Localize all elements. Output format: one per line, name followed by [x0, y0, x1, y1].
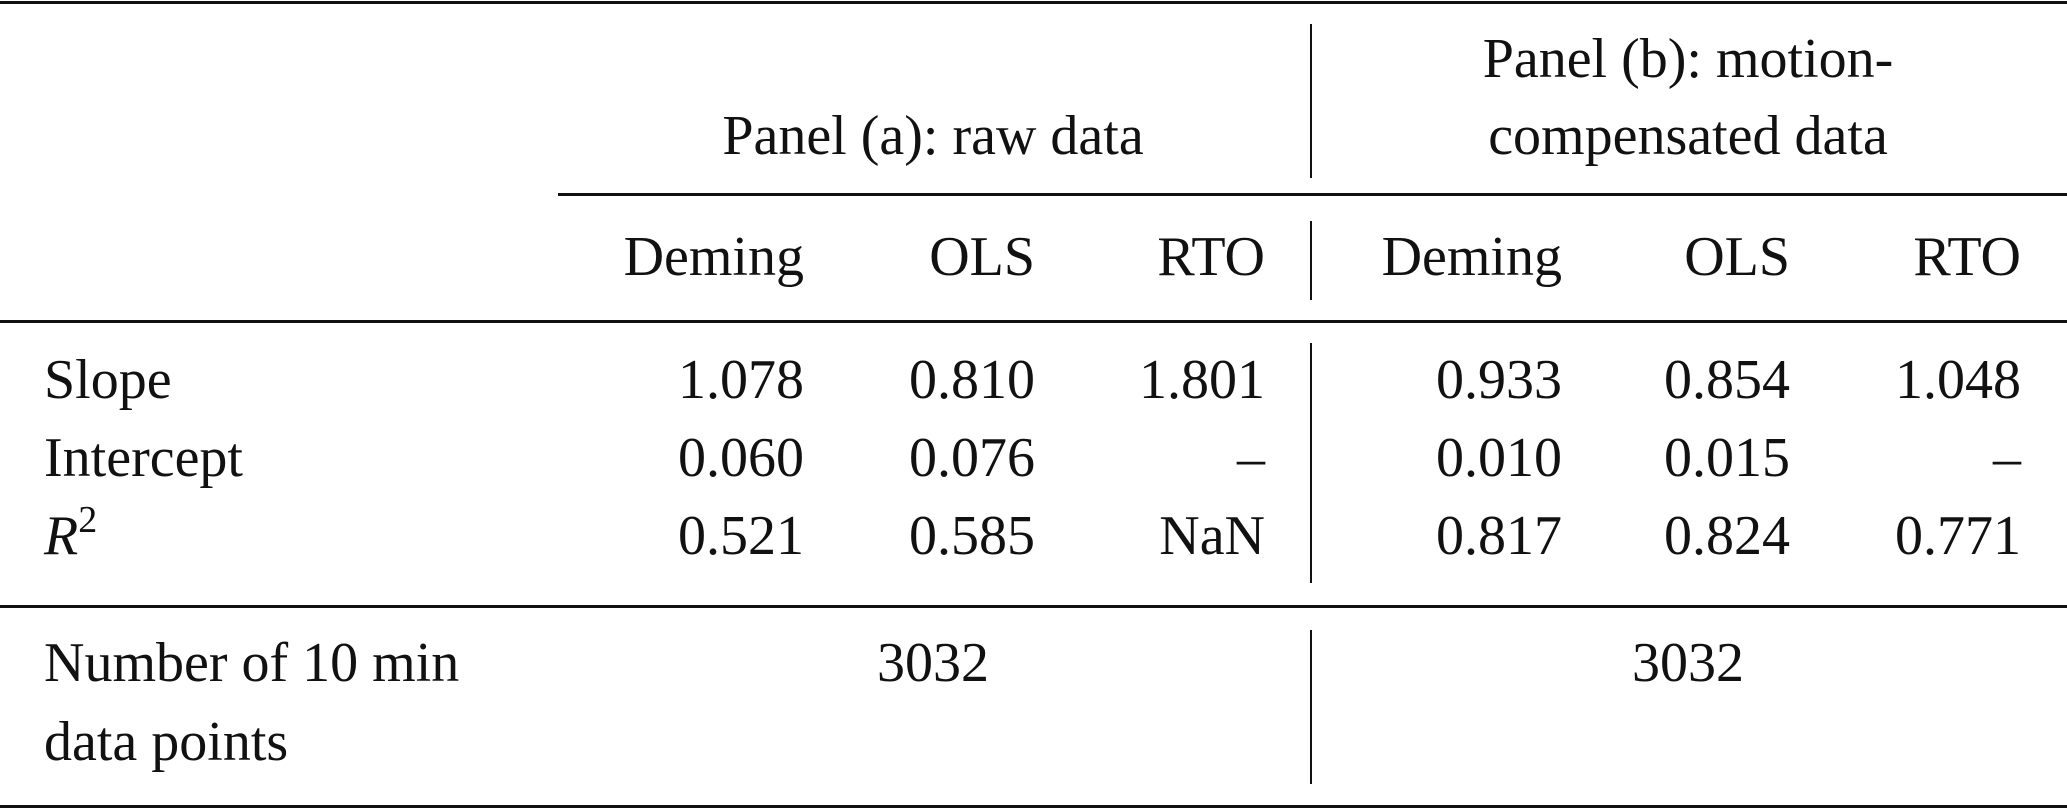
row-label: R2 — [44, 501, 97, 571]
cell-value: 1.801 — [1139, 349, 1265, 411]
panel-title: compensated data — [1488, 105, 1888, 167]
vertical-rule — [1310, 221, 1312, 300]
row-label: data points — [44, 711, 289, 773]
cell-value: 0.585 — [909, 505, 1035, 567]
cell-value: 0.060 — [678, 427, 804, 489]
cell-value: – — [1993, 427, 2021, 489]
cell-value: 0.015 — [1664, 427, 1790, 489]
cell-value: 0.521 — [678, 505, 804, 567]
column-header: Deming — [623, 226, 804, 288]
column-header: RTO — [1913, 226, 2021, 288]
horizontal-rule — [0, 605, 2067, 608]
cell-value: 0.817 — [1436, 505, 1562, 567]
cell-value: NaN — [1159, 505, 1265, 567]
row-label: Intercept — [44, 427, 243, 489]
vertical-rule — [1310, 343, 1312, 583]
cell-value: 1.078 — [678, 349, 804, 411]
horizontal-rule — [558, 193, 2067, 196]
panel-title: Panel (b): motion- — [1482, 28, 1894, 90]
column-header: Deming — [1381, 226, 1562, 288]
horizontal-rule — [0, 320, 2067, 323]
horizontal-rule — [0, 805, 2067, 808]
vertical-rule — [1310, 24, 1312, 178]
row-label: Number of 10 min — [44, 632, 460, 694]
cell-value: 0.854 — [1664, 349, 1790, 411]
cell-value: 0.010 — [1436, 427, 1562, 489]
cell-value: 0.771 — [1895, 505, 2021, 567]
cell-value: – — [1237, 427, 1265, 489]
cell-value: 3032 — [1632, 632, 1744, 694]
column-header: RTO — [1157, 226, 1265, 288]
panel-title: Panel (a): raw data — [722, 105, 1144, 167]
cell-value: 0.076 — [909, 427, 1035, 489]
column-header: OLS — [929, 226, 1035, 288]
cell-value: 0.933 — [1436, 349, 1562, 411]
vertical-rule — [1310, 630, 1312, 784]
cell-value: 3032 — [877, 632, 989, 694]
row-label: Slope — [44, 349, 172, 411]
cell-value: 0.824 — [1664, 505, 1790, 567]
cell-value: 1.048 — [1895, 349, 2021, 411]
horizontal-rule — [0, 1, 2067, 4]
symbol: R — [44, 505, 79, 567]
column-header: OLS — [1684, 226, 1790, 288]
superscript: 2 — [78, 499, 98, 541]
cell-value: 0.810 — [909, 349, 1035, 411]
